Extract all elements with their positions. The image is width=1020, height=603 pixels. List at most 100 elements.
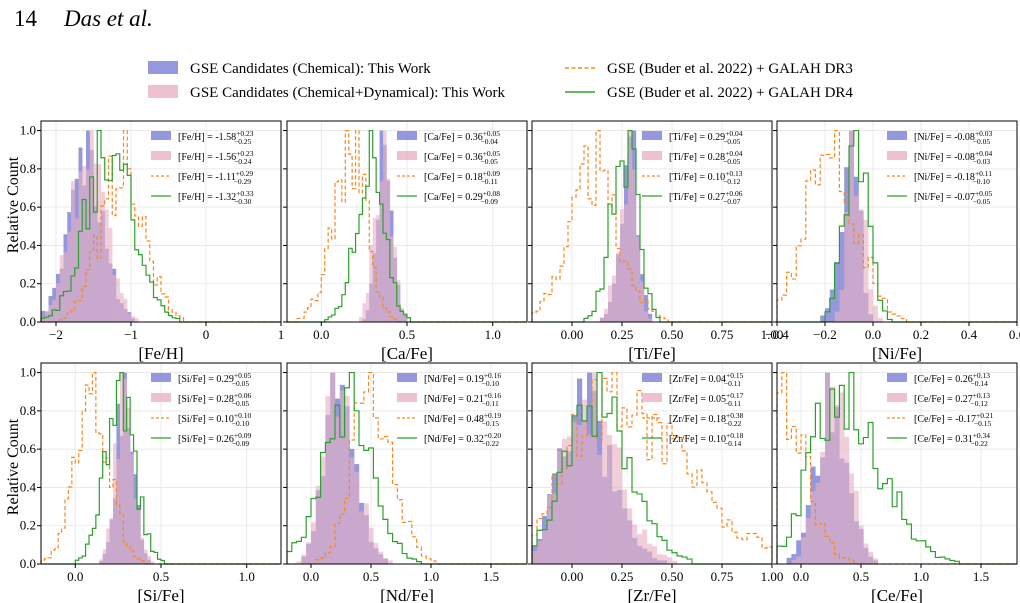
panel-legend-plus: +0.05: [483, 149, 501, 158]
panel-legend-value: 0.36: [465, 132, 483, 143]
bar-chemdyn: [376, 215, 380, 322]
bar-chemical: [829, 289, 835, 322]
bar-chemdyn: [801, 537, 806, 564]
panel-legend-plus: +0.29: [236, 169, 254, 178]
panel-legend-plus: +0.04: [725, 129, 743, 138]
panel-legend-text: [Fe/H] = -1.58+0.23 −0.25: [178, 129, 254, 146]
panel-legend-value: 0.48: [466, 414, 484, 425]
bar-chemdyn: [133, 499, 138, 564]
bar-chemdyn: [63, 251, 68, 322]
x-axis-label: [Ti/Fe]: [628, 344, 676, 363]
bar-chemdyn: [137, 510, 141, 564]
panel-legend-value: 0.21: [466, 394, 484, 405]
bar-chemdyn: [820, 451, 826, 564]
bar-chemdyn: [552, 493, 558, 564]
x-tick-label: 1.0: [423, 569, 439, 584]
x-tick-label: 1: [278, 327, 285, 342]
panel-legend-eq: =: [943, 152, 954, 163]
panel-legend-text: [Ni/Fe] = -0.08+0.03 −0.05: [914, 129, 993, 146]
panel-legend-text: [Zr/Fe] = 0.05+0.17 −0.11: [669, 391, 744, 408]
bar-chemdyn: [844, 436, 850, 564]
bar-chemdyn: [597, 454, 603, 564]
panel-legend-minus: −0.22: [971, 439, 989, 448]
bar-chemdyn: [119, 372, 124, 564]
panel-1: 0.0 0.5 1.0[Ca/Fe][Ca/Fe] = 0.36+0.05 −0.04…: [283, 120, 528, 363]
panel-legend-text: [Si/Fe] = 0.26+0.09 −0.09: [178, 431, 252, 448]
panel-legend-swatch: [887, 393, 907, 402]
panel-legend-minus: −0.11: [724, 379, 741, 388]
axes-frame: [40, 120, 282, 323]
panel-legend-label: [Ti/Fe]: [669, 132, 697, 143]
panel-legend-swatch: [151, 393, 171, 402]
panel-legend-minus: −0.12: [971, 399, 989, 408]
bar-chemdyn: [325, 396, 331, 564]
bar-chemdyn: [383, 130, 387, 322]
panel-legend-eq: =: [206, 374, 217, 385]
bar-chemdyn: [873, 558, 878, 564]
panel-legend-label: [Ca/Fe]: [424, 152, 455, 163]
panel-legend-label: [Zr/Fe]: [669, 374, 698, 385]
x-tick-label: 1.5: [483, 569, 499, 584]
x-tick-label: 0.0: [865, 327, 881, 342]
bar-chemdyn: [126, 407, 131, 564]
panel-3: −0.4−0.20.00.20.40.6[Ni/Fe][Ni/Fe] = -0.…: [765, 120, 1020, 363]
bar-chemdyn: [640, 281, 645, 322]
bar-chemdyn: [109, 518, 114, 564]
panel-legend-minus: −0.05: [723, 137, 741, 146]
page-number: 14: [14, 6, 37, 31]
bar-chemdyn: [582, 399, 588, 564]
bar-chemdyn: [863, 543, 869, 564]
bar-chemdyn: [365, 293, 370, 322]
panel-legend-value: 0.05: [709, 394, 727, 405]
panel-legend-label: [Nd/Fe]: [424, 434, 456, 445]
panel-legend-value: 0.10: [709, 434, 727, 445]
bar-chemdyn: [393, 246, 397, 322]
panel-legend-label: [Si/Fe]: [178, 394, 206, 405]
bar-chemdyn: [99, 559, 103, 564]
x-tick-label: 0: [203, 327, 210, 342]
panel-legend-text: [Zr/Fe] = 0.18+0.38 −0.22: [669, 411, 744, 428]
bar-chemdyn: [400, 308, 404, 322]
panel-legend-text: [Zr/Fe] = 0.04+0.15 −0.11: [669, 371, 744, 388]
panel-legend-label: [Ni/Fe]: [914, 132, 943, 143]
panel-legend-minus: −0.10: [232, 419, 250, 428]
panel-legend-minus: −0.05: [723, 157, 741, 166]
bar-chemdyn: [834, 311, 840, 322]
panel-legend-eq: =: [205, 172, 216, 183]
panel-legend-value: -1.56: [215, 152, 236, 163]
panel-legend-minus: −0.14: [971, 379, 989, 388]
panel-legend-eq: =: [455, 172, 466, 183]
panel-legend-eq: =: [943, 132, 954, 143]
panel-legend-value: 0.19: [466, 374, 484, 385]
panel-legend-minus: −0.11: [482, 399, 499, 408]
bar-chemdyn: [102, 549, 107, 564]
bar-chemdyn: [587, 434, 593, 564]
panel-legend-label: [Zr/Fe]: [669, 414, 698, 425]
panel-legend-minus: −0.09: [232, 439, 250, 448]
bar-chemdyn: [662, 554, 668, 564]
panel-legend-swatch: [887, 151, 907, 160]
figure-legend: GSE Candidates (Chemical): This Work GSE …: [148, 61, 853, 101]
bar-chemdyn: [834, 405, 840, 564]
bar-chemdyn: [130, 454, 134, 564]
panel-legend-swatch: [642, 131, 662, 140]
bar-chemdyn: [632, 169, 637, 322]
panel-legend-minus: −0.29: [234, 177, 252, 186]
bar-chemdyn: [616, 252, 621, 322]
panel-legend-minus: −0.05: [973, 197, 991, 206]
panel-legend-value: -0.17: [955, 414, 976, 425]
panel-legend-minus: −0.14: [724, 439, 742, 448]
axes-frame: [776, 120, 1018, 323]
x-tick-label: 0.50: [661, 327, 684, 342]
panel-legend-value: 0.18: [709, 414, 727, 425]
bar-chemdyn: [306, 542, 312, 564]
panel-legend-text: [Ti/Fe] = 0.29+0.04 −0.05: [669, 129, 743, 146]
panel-legend-text: [Ce/Fe] = -0.17+0.21 −0.15: [914, 411, 994, 428]
bar-chemdyn: [791, 559, 797, 564]
bar-chemdyn: [359, 317, 363, 322]
panel-legend-eq: =: [698, 374, 709, 385]
panel-legend-text: [Ce/Fe] = 0.27+0.13 −0.12: [914, 391, 990, 408]
panel-legend-eq: =: [698, 414, 709, 425]
panel-legend-swatch: [642, 373, 662, 382]
panel-legend-eq: =: [697, 132, 708, 143]
